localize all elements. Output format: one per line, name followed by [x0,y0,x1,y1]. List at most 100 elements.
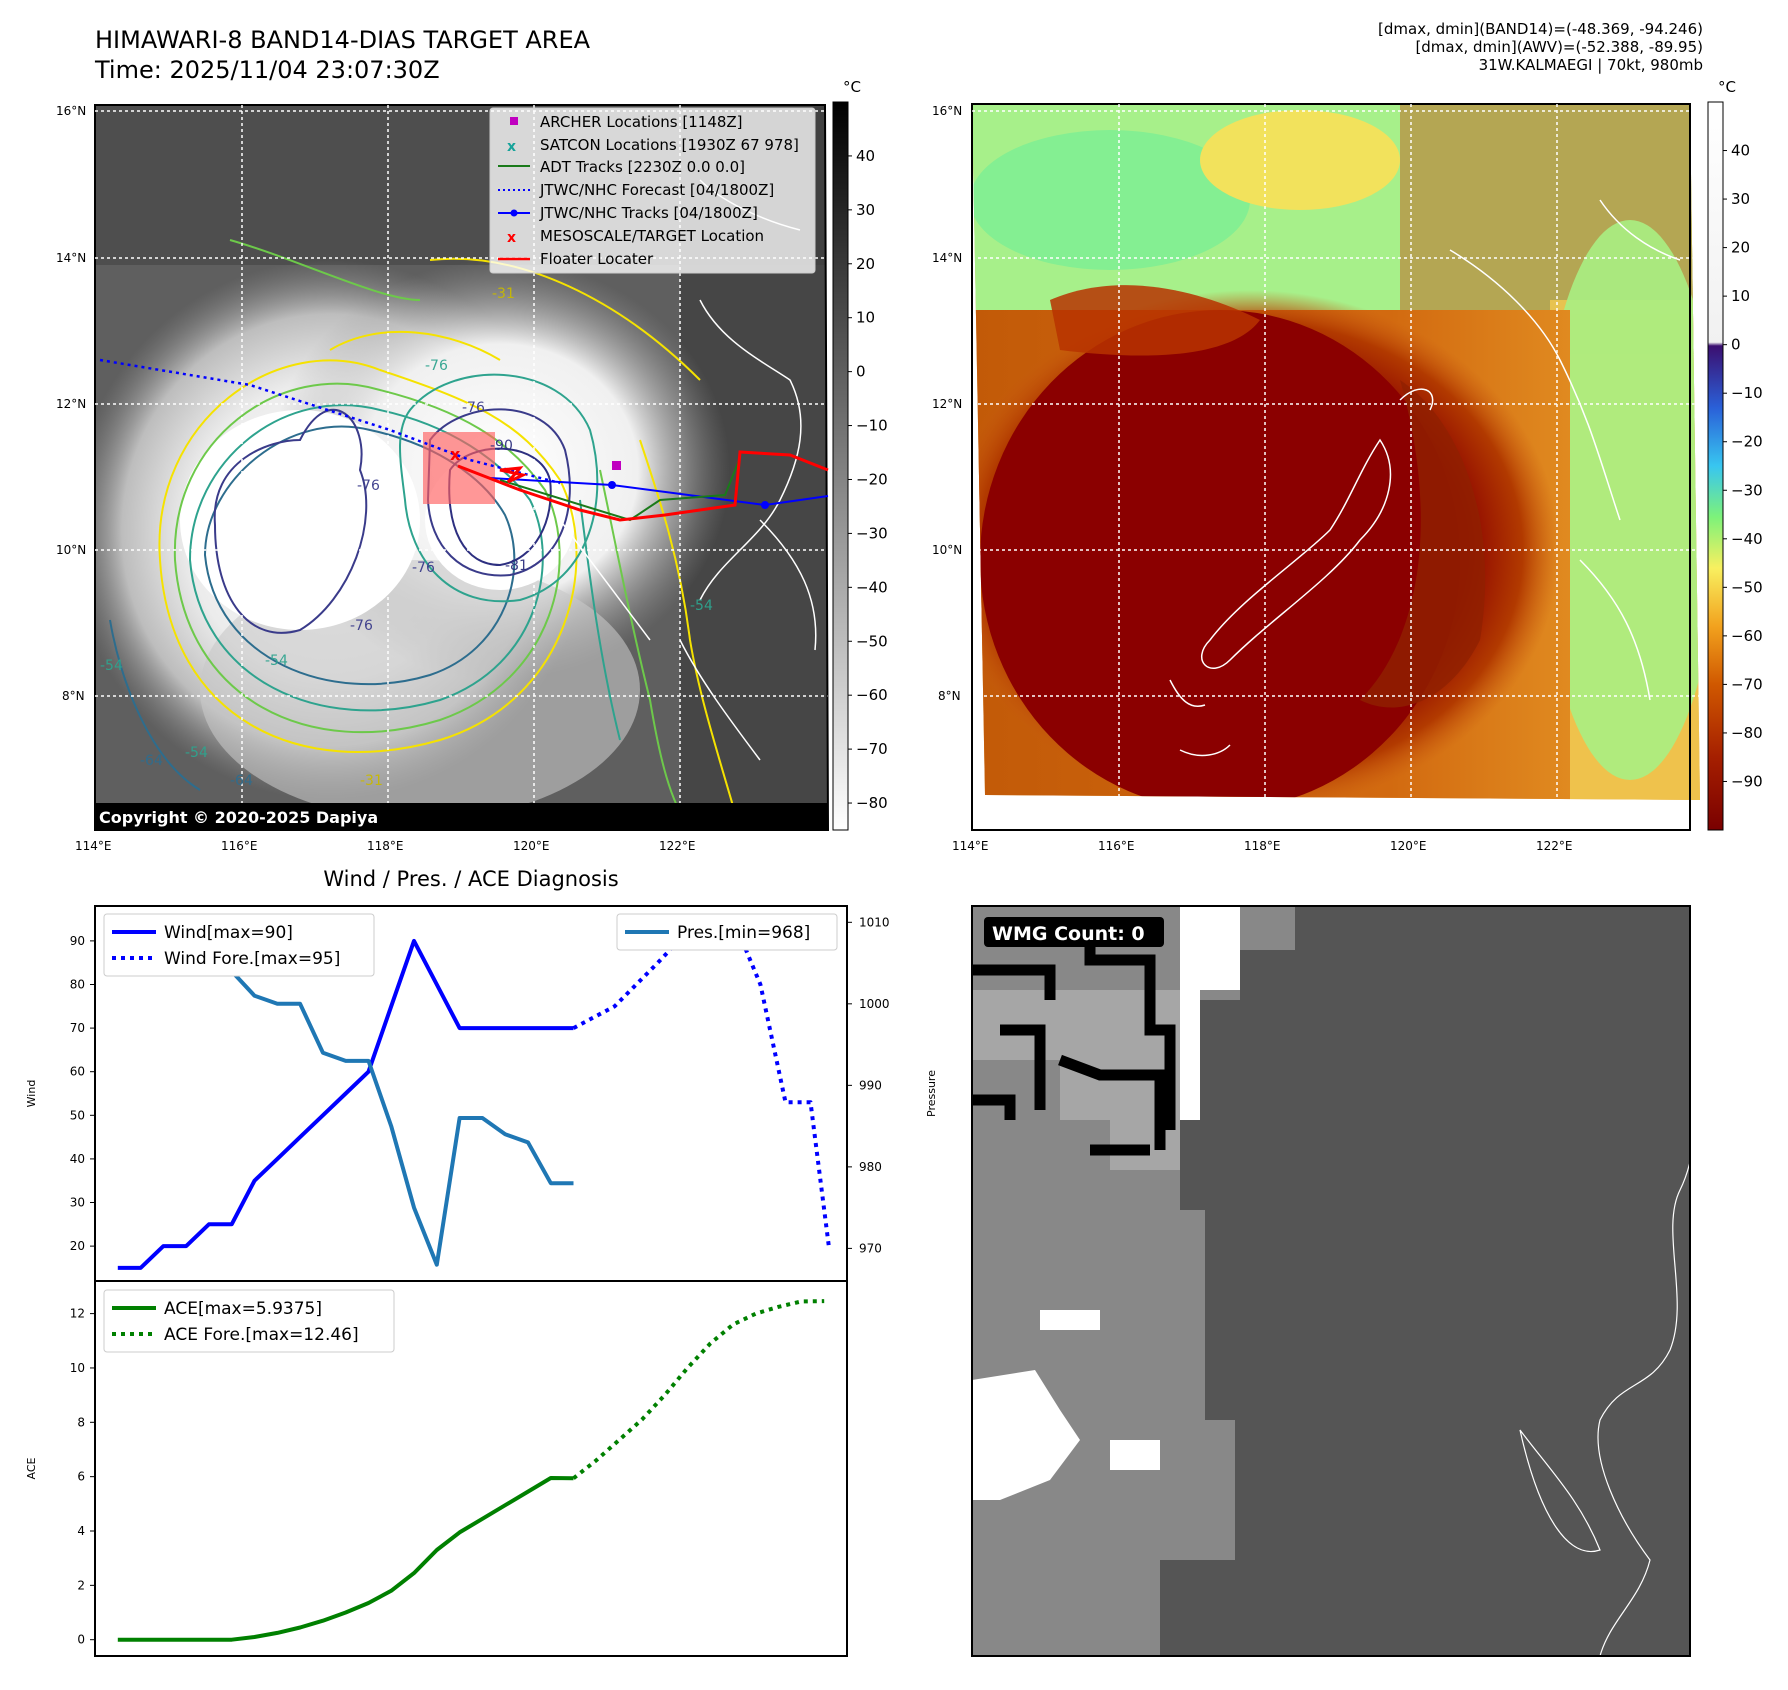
jtwc-track-line [489,477,829,507]
y-tick-label: 60 [70,1065,85,1079]
legend-label: ARCHER Locations [1148Z] [540,113,743,131]
wmg-count-label: WMG Count: 0 [992,923,1145,945]
contour-label: -64 [140,753,163,769]
lat-label: 10°N [56,543,86,557]
colorbar-tick-label: 30 [1731,190,1750,208]
lon-label: 118°E [1244,839,1281,853]
contour-label: -76 [462,400,485,416]
legend-label: Floater Locater [540,250,654,268]
gray-colorbar [832,101,849,831]
awv-image [972,104,1700,800]
y-tick-label: 8 [77,1415,85,1429]
y-tick-label: 12 [70,1307,85,1321]
mesoscale-box [423,432,495,504]
contour-label: -76 [350,618,373,634]
lat-label: 12°N [56,397,86,411]
copyright: Copyright © 2020-2025 Dapiya [99,808,378,827]
contour-label: -76 [425,358,448,374]
colorbar-tick-label: −80 [1731,724,1763,742]
lat-label: 8°N [62,689,85,703]
y-tick-label: 0 [77,1633,85,1647]
y-axis-label: ACE [25,1457,38,1479]
colorbar-tick-label: −10 [1731,384,1763,402]
legend-label: JTWC/NHC Tracks [04/1800Z] [539,204,758,222]
contour-label: -31 [360,773,383,789]
legend-label: Wind[max=90] [164,923,293,943]
figure-time: Time: 2025/11/04 23:07:30Z [95,56,440,84]
contour-label: -54 [265,653,288,669]
lon-label: 114°E [952,839,989,853]
colorbar-tick-label: 20 [1731,239,1750,257]
legend-label: ACE Fore.[max=12.46] [164,1325,359,1345]
series-line [572,1299,825,1480]
gray-colorbar-unit: °C [843,78,861,96]
y-tick-label: 6 [77,1470,85,1484]
colorbar-tick-label: −60 [856,686,888,704]
color-colorbar [1707,101,1724,831]
legend-target-icon: x [507,230,516,246]
colorbar-tick-label: 10 [1731,287,1750,305]
contour-label: -54 [100,658,123,674]
stats-band14: [dmax, dmin](BAND14)=(-48.369, -94.246) [1378,20,1703,38]
y2-tick-label: 980 [859,1160,882,1174]
legend-label: Pres.[min=968] [677,923,810,943]
lon-label: 120°E [513,839,550,853]
colorbar-tick-label: −60 [1731,627,1763,645]
figure-title: HIMAWARI-8 BAND14-DIAS TARGET AREA [95,26,591,54]
colorbar-tick-label: −30 [1731,481,1763,499]
colorbar-tick-label: −50 [1731,578,1763,596]
y-tick-label: 30 [70,1196,85,1210]
contour-label: -76 [357,478,380,494]
y2-tick-label: 1010 [859,915,890,929]
colorbar-tick-label: −50 [856,632,888,650]
archer-marker [612,461,621,470]
contour-label: -54 [185,745,208,761]
contour-label: -90 [490,438,513,454]
legend-label: MESOSCALE/TARGET Location [540,227,764,245]
contour-label: -31 [492,286,515,302]
colorbar-tick-label: −20 [1731,433,1763,451]
lon-label: 122°E [1536,839,1573,853]
chart-legend [103,1289,395,1353]
chart-legend [103,913,375,977]
series-line [117,938,574,1270]
jtwc-track-point [608,481,616,489]
plot-frame [94,905,848,1282]
colorbar-tick-label: −40 [856,578,888,596]
y2-axis-label: Pressure [925,1070,938,1117]
ace-chart: 0 2 4 6 8 10 12 ACE ACE[max=5.9375] ACE Fore.[max… [25,1280,848,1657]
colorbar-tick-label: 20 [856,255,875,273]
stats-block: [dmax, dmin](BAND14)=(-48.369, -94.246) … [1378,20,1703,74]
colorbar-tick-label: −10 [856,417,888,435]
y2-tick-label: 990 [859,1078,882,1092]
y-tick-label: 50 [70,1108,85,1122]
y2-tick-label: 1000 [859,997,890,1011]
colorbar-tick-label: −70 [1731,675,1763,693]
mesoscale-target-marker: x [450,445,461,464]
colorbar-tick-label: 40 [1731,142,1750,160]
lat-label: 14°N [56,251,86,265]
colorbar-tick-label: −90 [1731,772,1763,790]
lat-label: 16°N [56,104,86,118]
lat-label: 14°N [932,251,962,265]
y-tick-label: 10 [70,1361,85,1375]
gray-colorbar-ticks: 40 30 20 10 0 −10 −20 −30 −40 −50 −60 −70 −80 [848,147,888,812]
lon-label: 114°E [75,839,112,853]
legend-label: JTWC/NHC Forecast [04/1800Z] [539,181,774,199]
floater-locator-line [457,450,829,522]
colorbar-tick-label: −70 [856,740,888,758]
contour-label: -64 [230,773,253,789]
contour-label: -76 [412,560,435,576]
color-colorbar-ticks: 40 30 20 10 0 −10 −20 −30 −40 −50 −60 −70 −80 −90 [1723,142,1763,790]
y-tick-label: 4 [77,1524,85,1538]
legend-archer-icon [510,117,518,125]
lat-label: 10°N [932,543,962,557]
colorbar-tick-label: −40 [1731,530,1763,548]
wmg-image: WMG Count: 0 [972,906,1721,1657]
color-colorbar-unit: °C [1718,78,1736,96]
legend-label: SATCON Locations [1930Z 67 978] [540,136,799,154]
y-axis-label: Wind [25,1080,38,1108]
jtwc-forecast-line [99,358,561,485]
y-tick-label: 90 [70,934,85,948]
legend-label: Wind Fore.[max=95] [164,949,340,969]
